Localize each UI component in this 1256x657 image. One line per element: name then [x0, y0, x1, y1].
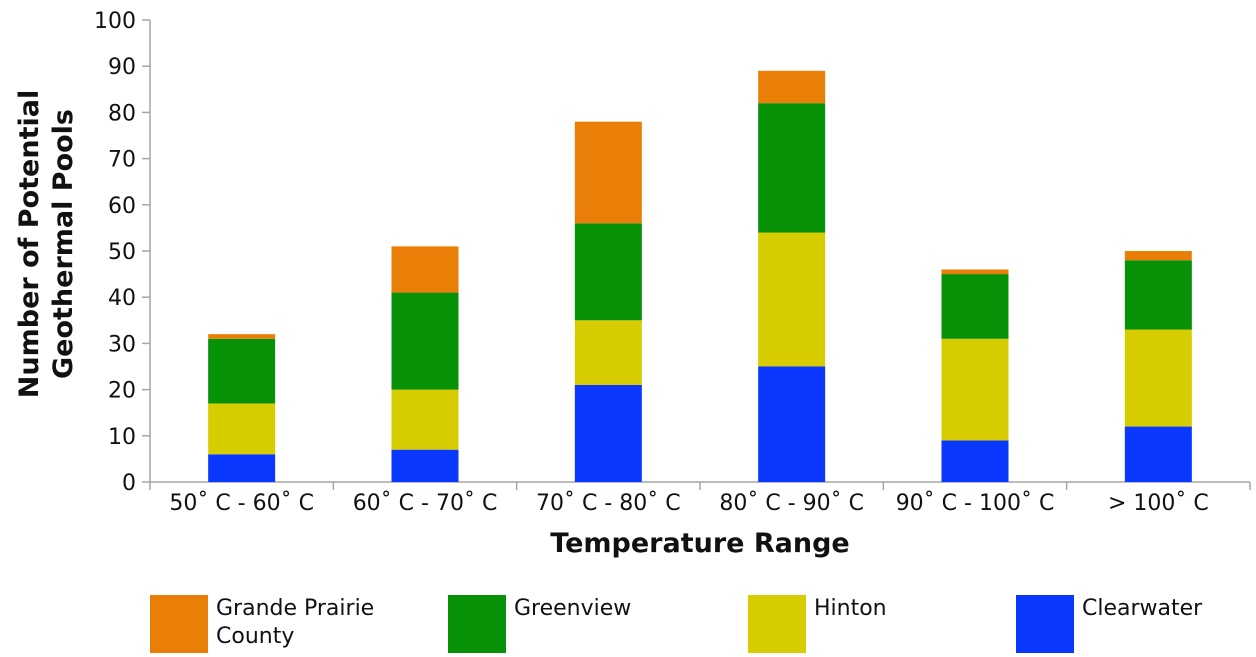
- bar-segment-hinton: [391, 389, 459, 450]
- bar-segment-hinton: [208, 403, 276, 455]
- legend-label-hinton: Hinton: [814, 595, 1004, 623]
- bar-segment-grande-prairie-county: [208, 334, 276, 339]
- y-tick-label: 40: [108, 286, 136, 311]
- bar-segment-grande-prairie-county: [391, 246, 459, 293]
- y-tick-label: 50: [108, 240, 136, 265]
- bar-segment-greenview: [391, 292, 459, 390]
- x-tick-label: > 100˚ C: [1108, 491, 1209, 516]
- y-axis-title-line-2: Geothermal Pools: [48, 109, 79, 379]
- y-axis-title: Number of Potential Geothermal Pools: [14, 90, 79, 398]
- x-tick-label: 50˚ C - 60˚ C: [169, 491, 314, 516]
- legend-label-grande-prairie-county: Grande Prairie County: [216, 595, 406, 651]
- y-tick-label: 70: [108, 148, 136, 173]
- y-tick-label: 0: [122, 471, 136, 496]
- plot-area: 0 10 20 30 40 50 60 70 80 90 100 50˚ C - 60˚ C 60˚ C…: [94, 9, 1251, 516]
- x-tick-label: 90˚ C - 100˚ C: [896, 491, 1055, 516]
- x-tick-label: 70˚ C - 80˚ C: [536, 491, 681, 516]
- y-tick-label: 10: [108, 425, 136, 450]
- y-tick-label: 60: [108, 194, 136, 219]
- legend-item-grande-prairie-county: Grande Prairie County: [150, 588, 406, 657]
- legend-swatch-greenview: [448, 595, 506, 653]
- x-axis-title: Temperature Range: [550, 528, 849, 559]
- y-tick-label: 20: [108, 379, 136, 404]
- bar-segment-clearwater: [574, 384, 642, 482]
- y-axis-title-line-1: Number of Potential: [14, 90, 45, 398]
- legend-label-line: Greenview: [514, 596, 632, 621]
- bar-segment-clearwater: [758, 366, 826, 482]
- bar-segment-grande-prairie-county: [758, 70, 826, 104]
- legend-swatch-hinton: [748, 595, 806, 653]
- stacked-bar-chart: Number of Potential Geothermal Pools Tem…: [14, 9, 1251, 559]
- y-tick-label: 90: [108, 55, 136, 80]
- legend-label-line: Clearwater: [1082, 596, 1203, 621]
- legend-label-clearwater: Clearwater: [1082, 595, 1256, 623]
- bar-segment-clearwater: [1124, 426, 1192, 482]
- legend-item-greenview: Greenview: [448, 588, 704, 657]
- x-tick-label: 60˚ C - 70˚ C: [353, 491, 498, 516]
- x-tick-label: 80˚ C - 90˚ C: [719, 491, 864, 516]
- legend-item-clearwater: Clearwater: [1016, 588, 1256, 657]
- legend-label-greenview: Greenview: [514, 595, 704, 623]
- legend: Grande Prairie County Greenview Hinton C…: [0, 588, 1256, 657]
- y-tick-label: 30: [108, 332, 136, 357]
- bar-segment-hinton: [1124, 329, 1192, 427]
- bar-segment-greenview: [941, 274, 1009, 339]
- bar-segment-clearwater: [208, 454, 276, 482]
- bar-segment-greenview: [1124, 260, 1192, 330]
- legend-label-line: Hinton: [814, 596, 887, 621]
- bar-segment-greenview: [208, 338, 276, 404]
- legend-item-hinton: Hinton: [748, 588, 1004, 657]
- bar-segment-hinton: [574, 320, 642, 385]
- bar-segment-grande-prairie-county: [941, 269, 1009, 275]
- legend-label-line: Grande Prairie: [216, 596, 375, 621]
- legend-label-line: County: [216, 624, 295, 649]
- bar-segment-grande-prairie-county: [574, 121, 642, 224]
- y-tick-label: 80: [108, 101, 136, 126]
- legend-swatch-grande-prairie-county: [150, 595, 208, 653]
- bar-segment-greenview: [758, 103, 826, 233]
- bar-segment-clearwater: [941, 440, 1009, 482]
- bar-segment-greenview: [574, 223, 642, 321]
- bar-segment-hinton: [758, 232, 826, 367]
- legend-swatch-clearwater: [1016, 595, 1074, 653]
- y-tick-label: 100: [94, 9, 136, 34]
- bar-segment-grande-prairie-county: [1124, 251, 1192, 261]
- bar-segment-clearwater: [391, 449, 459, 482]
- bar-segment-hinton: [941, 338, 1009, 441]
